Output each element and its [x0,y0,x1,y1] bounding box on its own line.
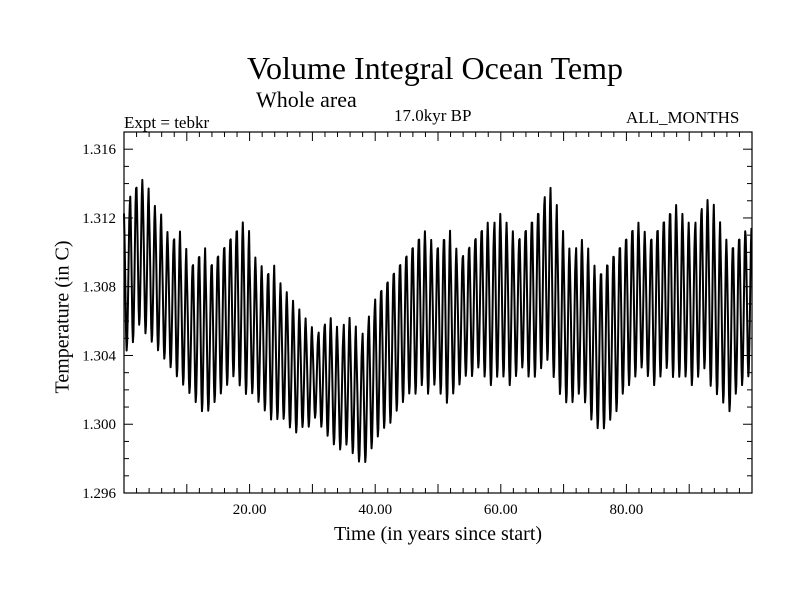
y-tick-label: 1.300 [82,417,116,433]
experiment-label: Expt = tebkr [124,113,210,132]
x-axis-label: Time (in years since start) [333,523,543,545]
months-label: ALL_MONTHS [626,108,740,127]
x-tick-label: 80.00 [610,502,644,518]
chart-subtitle: Whole area [256,87,357,112]
y-tick-label: 1.316 [82,142,116,158]
series-line-temperature [123,178,753,464]
y-tick-label: 1.312 [82,211,116,227]
x-tick-label: 20.00 [233,502,267,518]
tick-labels: 20.00 40.00 60.00 80.00 1.296 1.300 1.304 1.308… [82,142,643,518]
plot-frame [123,131,753,494]
y-tick-label: 1.296 [82,486,116,502]
y-tick-label: 1.304 [82,348,116,364]
axis-ticks [123,131,753,494]
period-label: 17.0kyr BP [394,106,472,125]
chart-title: Volume Integral Ocean Temp [246,50,623,86]
x-tick-label: 60.00 [484,502,518,518]
y-tick-label: 1.308 [82,280,116,296]
x-tick-label: 40.00 [358,502,392,518]
